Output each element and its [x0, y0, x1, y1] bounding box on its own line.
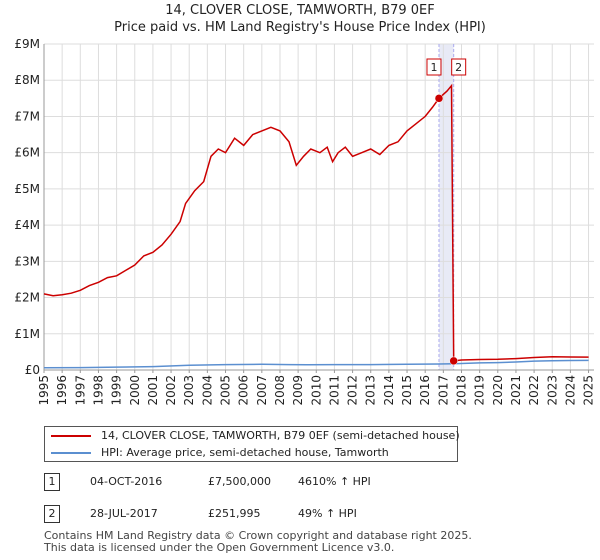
transaction-number: 2: [44, 505, 60, 523]
series-line-property: [43, 83, 589, 362]
legend-swatch-hpi: [51, 452, 91, 454]
x-tick-label: 2021: [509, 375, 523, 406]
x-tick-label: 2002: [164, 375, 178, 406]
y-tick-label: £4M: [14, 218, 40, 232]
x-tick-label: 2017: [436, 375, 450, 406]
sale-point-2: [449, 356, 458, 366]
x-tick-label: 2024: [563, 375, 577, 406]
transaction-number: 1: [44, 473, 60, 491]
x-tick-label: 2003: [182, 375, 196, 406]
x-tick-label: 2019: [473, 375, 487, 406]
x-tick-label: 2013: [364, 375, 378, 406]
sale-period-band: [438, 44, 454, 370]
plot-area: [44, 44, 594, 370]
transaction-price: £7,500,000: [208, 475, 271, 488]
y-tick-label: £6M: [14, 146, 40, 160]
y-tick-label: £0: [25, 363, 40, 377]
sale-point-1: [434, 94, 444, 103]
transaction-date: 04-OCT-2016: [90, 475, 163, 488]
x-tick-label: 1997: [73, 375, 87, 406]
chart-title: 14, CLOVER CLOSE, TAMWORTH, B79 0EF Pric…: [0, 2, 600, 36]
title-line-2: Price paid vs. HM Land Registry's House …: [114, 20, 486, 35]
x-tick-label: 2025: [582, 375, 596, 406]
x-tick-label: 2000: [128, 375, 142, 406]
x-tick-label: 2023: [545, 375, 559, 406]
legend: 14, CLOVER CLOSE, TAMWORTH, B79 0EF (sem…: [44, 426, 460, 462]
y-tick-label: £8M: [14, 73, 40, 87]
x-tick-label: 1995: [37, 375, 51, 406]
x-tick-label: 2011: [327, 375, 341, 406]
transaction-date: 28-JUL-2017: [90, 507, 158, 520]
series-line-hpi: [43, 359, 589, 369]
sale-box-2: [451, 58, 467, 76]
sale-box-1: [426, 58, 442, 76]
y-tick-label: £5M: [14, 182, 40, 196]
x-tick-label: 2001: [146, 375, 160, 406]
x-tick-label: 2006: [237, 375, 251, 406]
x-tick-label: 2018: [454, 375, 468, 406]
x-tick-label: 2022: [527, 375, 541, 406]
transaction-hpi-change: 49% ↑ HPI: [298, 507, 357, 520]
y-tick-label: £3M: [14, 254, 40, 268]
x-tick-label: 1996: [55, 375, 69, 406]
title-line-1: 14, CLOVER CLOSE, TAMWORTH, B79 0EF: [165, 3, 435, 18]
x-tick-label: 2014: [382, 375, 396, 406]
sale-box-label-2: 2: [455, 61, 462, 74]
x-tick-label: 2007: [255, 375, 269, 406]
transaction-hpi-change: 4610% ↑ HPI: [298, 475, 371, 488]
x-tick-label: 2020: [491, 375, 505, 406]
x-tick-label: 2015: [400, 375, 414, 406]
x-tick-label: 2010: [309, 375, 323, 406]
x-tick-label: 2012: [346, 375, 360, 406]
footer: Contains HM Land Registry data © Crown c…: [44, 530, 472, 554]
x-tick-label: 2005: [219, 375, 233, 406]
y-tick-label: £7M: [14, 109, 40, 123]
legend-label-property: 14, CLOVER CLOSE, TAMWORTH, B79 0EF (sem…: [101, 429, 460, 442]
y-tick-label: £1M: [14, 327, 40, 341]
y-tick-label: £2M: [14, 291, 40, 305]
x-tick-label: 1998: [91, 375, 105, 406]
legend-swatch-property: [51, 435, 91, 437]
legend-label-hpi: HPI: Average price, semi-detached house,…: [101, 446, 389, 459]
footer-line-2: This data is licensed under the Open Gov…: [44, 541, 395, 554]
sale-box-label-1: 1: [430, 61, 437, 74]
x-tick-label: 2009: [291, 375, 305, 406]
price-chart: £0 £1M £2M £3M £4M £5M £6M £7M £8M £9M 1995 1996 199…: [14, 37, 596, 406]
y-tick-label: £9M: [14, 37, 40, 51]
x-tick-label: 1999: [110, 375, 124, 406]
x-tick-label: 2008: [273, 375, 287, 406]
footer-line-1: Contains HM Land Registry data © Crown c…: [44, 529, 472, 542]
x-tick-label: 2004: [200, 375, 214, 406]
x-tick-label: 2016: [418, 375, 432, 406]
transaction-price: £251,995: [208, 507, 261, 520]
